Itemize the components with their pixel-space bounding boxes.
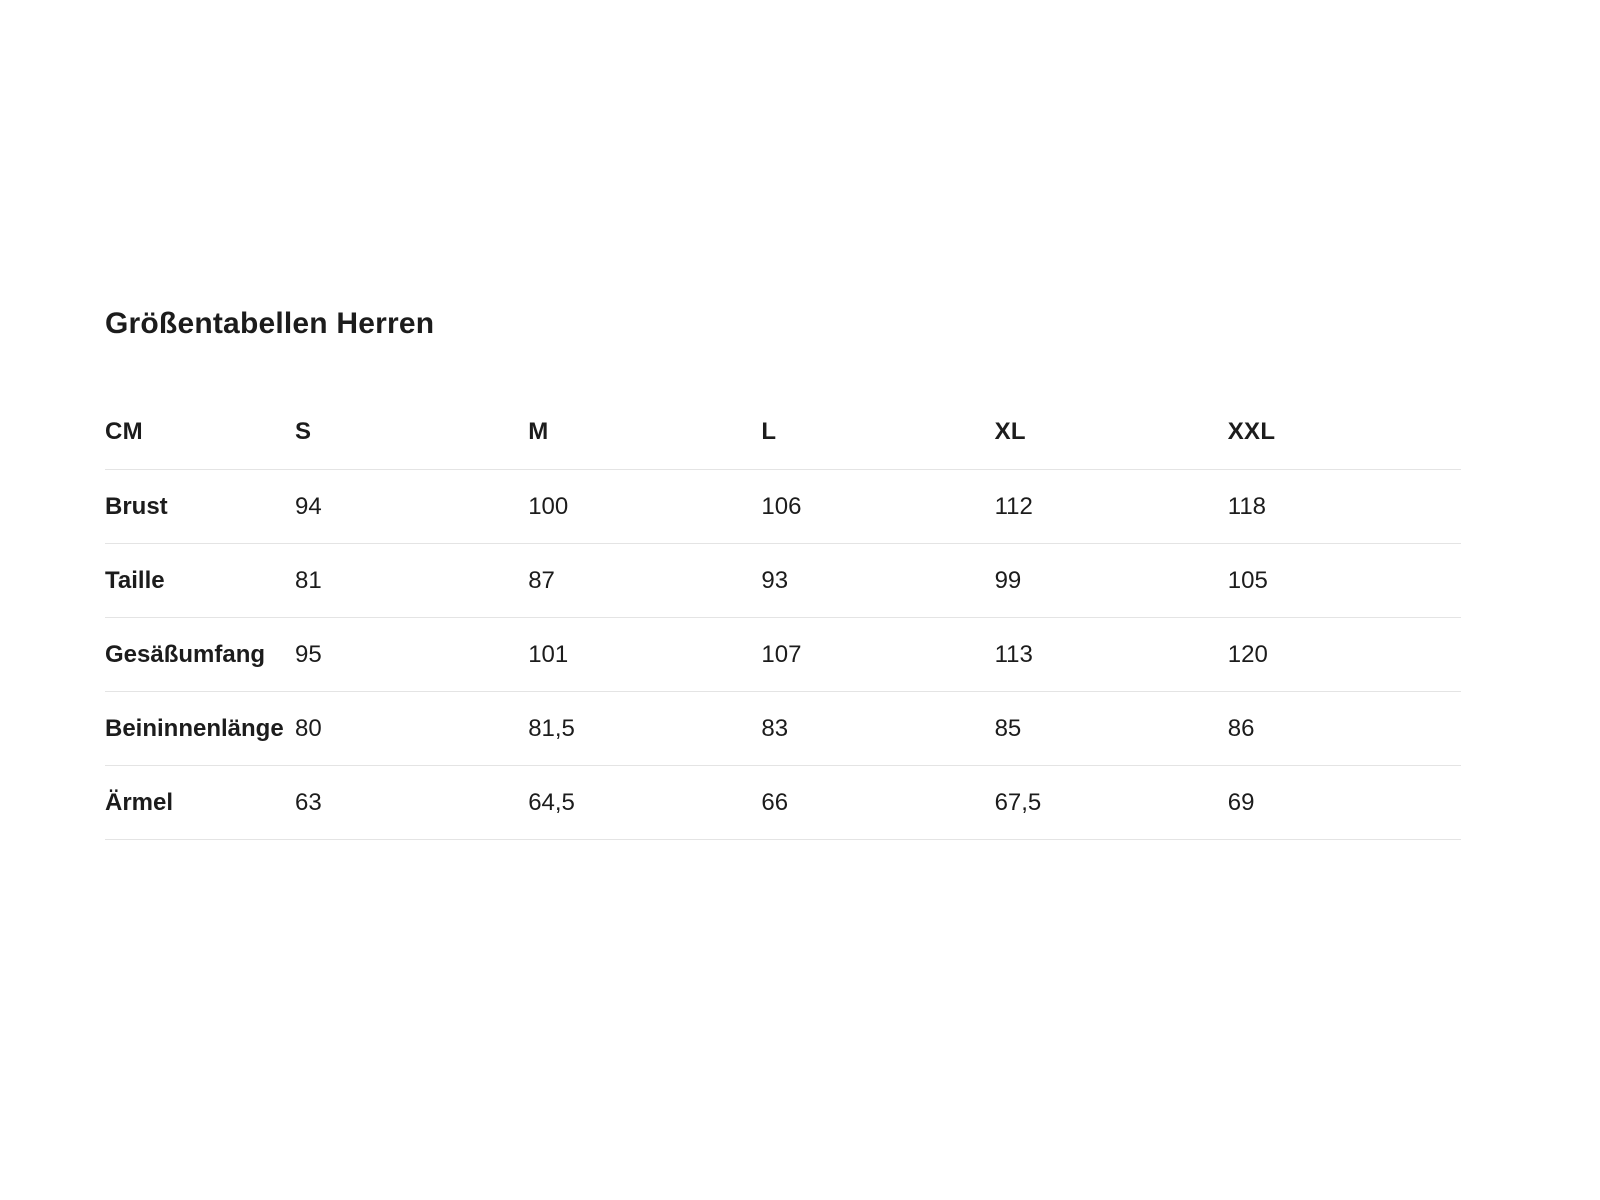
table-cell: 83 bbox=[761, 691, 995, 766]
table-cell: 113 bbox=[994, 617, 1228, 692]
table-row-taille: Taille 81 87 93 99 105 bbox=[105, 543, 1461, 618]
table-cell: 94 bbox=[295, 469, 529, 544]
table-cell: 100 bbox=[528, 469, 762, 544]
table-row-aermel: Ärmel 63 64,5 66 67,5 69 bbox=[105, 765, 1461, 840]
row-label: Gesäßumfang bbox=[105, 617, 295, 692]
table-cell: 85 bbox=[994, 691, 1228, 766]
table-cell: 87 bbox=[528, 543, 762, 618]
column-header-xl: XL bbox=[994, 418, 1228, 470]
table-cell: 105 bbox=[1227, 543, 1461, 618]
table-cell: 81,5 bbox=[528, 691, 762, 766]
table-cell: 118 bbox=[1227, 469, 1461, 544]
size-chart-content: Größentabellen Herren CM S M L XL XXL Br… bbox=[105, 306, 1461, 840]
table-row-brust: Brust 94 100 106 112 118 bbox=[105, 469, 1461, 544]
column-header-l: L bbox=[761, 418, 995, 470]
table-cell: 86 bbox=[1227, 691, 1461, 766]
size-table-body: Brust 94 100 106 112 118 Taille 81 87 93… bbox=[105, 469, 1461, 840]
table-cell: 67,5 bbox=[994, 765, 1228, 840]
table-cell: 80 bbox=[295, 691, 529, 766]
column-header-xxl: XXL bbox=[1227, 418, 1461, 470]
table-cell: 66 bbox=[761, 765, 995, 840]
table-cell: 112 bbox=[994, 469, 1228, 544]
column-header-s: S bbox=[295, 418, 529, 470]
table-row-beininnenlaenge: Beininnenlänge 80 81,5 83 85 86 bbox=[105, 691, 1461, 766]
header-row: CM S M L XL XXL bbox=[105, 418, 1461, 470]
table-cell: 107 bbox=[761, 617, 995, 692]
table-cell: 99 bbox=[994, 543, 1228, 618]
table-cell: 64,5 bbox=[528, 765, 762, 840]
table-row-gesaessumfang: Gesäßumfang 95 101 107 113 120 bbox=[105, 617, 1461, 692]
row-label: Beininnenlänge bbox=[105, 691, 295, 766]
table-cell: 101 bbox=[528, 617, 762, 692]
table-cell: 69 bbox=[1227, 765, 1461, 840]
table-cell: 81 bbox=[295, 543, 529, 618]
row-label: Brust bbox=[105, 469, 295, 544]
row-label: Taille bbox=[105, 543, 295, 618]
row-label: Ärmel bbox=[105, 765, 295, 840]
table-cell: 63 bbox=[295, 765, 529, 840]
table-cell: 95 bbox=[295, 617, 529, 692]
table-cell: 120 bbox=[1227, 617, 1461, 692]
column-header-cm: CM bbox=[105, 418, 295, 470]
table-cell: 106 bbox=[761, 469, 995, 544]
table-cell: 93 bbox=[761, 543, 995, 618]
size-table-header: CM S M L XL XXL bbox=[105, 418, 1461, 470]
size-table: CM S M L XL XXL Brust 94 100 106 112 118 bbox=[105, 418, 1461, 840]
page-title: Größentabellen Herren bbox=[105, 307, 435, 340]
column-header-m: M bbox=[528, 418, 762, 470]
